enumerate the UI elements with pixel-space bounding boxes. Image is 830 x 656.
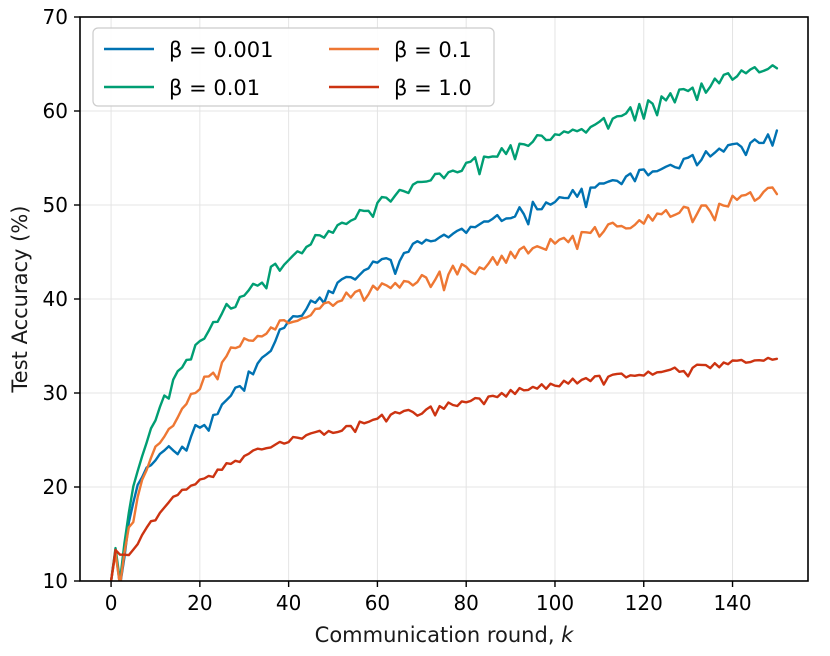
legend-label: β = 0.001 [169,38,273,62]
y-tick-label: 20 [43,475,68,499]
series-line-3 [109,186,779,581]
legend-label: β = 1.0 [394,76,472,100]
x-tick-label: 140 [713,591,751,615]
x-tick-label: 20 [187,591,212,615]
grid [80,16,808,582]
legend-label: β = 0.01 [169,76,260,100]
series-line-4 [109,356,779,581]
series-line-1 [109,129,779,581]
legend-box [92,27,495,107]
y-tick-label: 30 [43,381,68,405]
y-tick-label: 40 [43,287,68,311]
x-tick-label: 0 [105,591,118,615]
y-tick-label: 50 [43,193,68,217]
x-tick-label: 120 [625,591,663,615]
y-tick-label: 70 [43,5,68,29]
x-tick-label: 80 [453,591,478,615]
y-axis-label: Test Accuracy (%) [8,206,32,394]
x-axis-label: Communication round, k [315,623,575,647]
x-tick-label: 40 [276,591,301,615]
series-line-2 [109,64,779,581]
legend: β = 0.001 β = 0.01 β = 0.1 β = 1.0 [92,27,495,107]
axis-ticks: 0 20 40 60 80 100 120 140 10 20 30 40 50 60 70 [43,5,752,615]
x-tick-label: 60 [365,591,390,615]
legend-label: β = 0.1 [394,38,472,62]
series-lines [109,64,779,581]
y-tick-label: 60 [43,99,68,123]
y-tick-label: 10 [43,569,68,593]
x-tick-label: 100 [536,591,574,615]
